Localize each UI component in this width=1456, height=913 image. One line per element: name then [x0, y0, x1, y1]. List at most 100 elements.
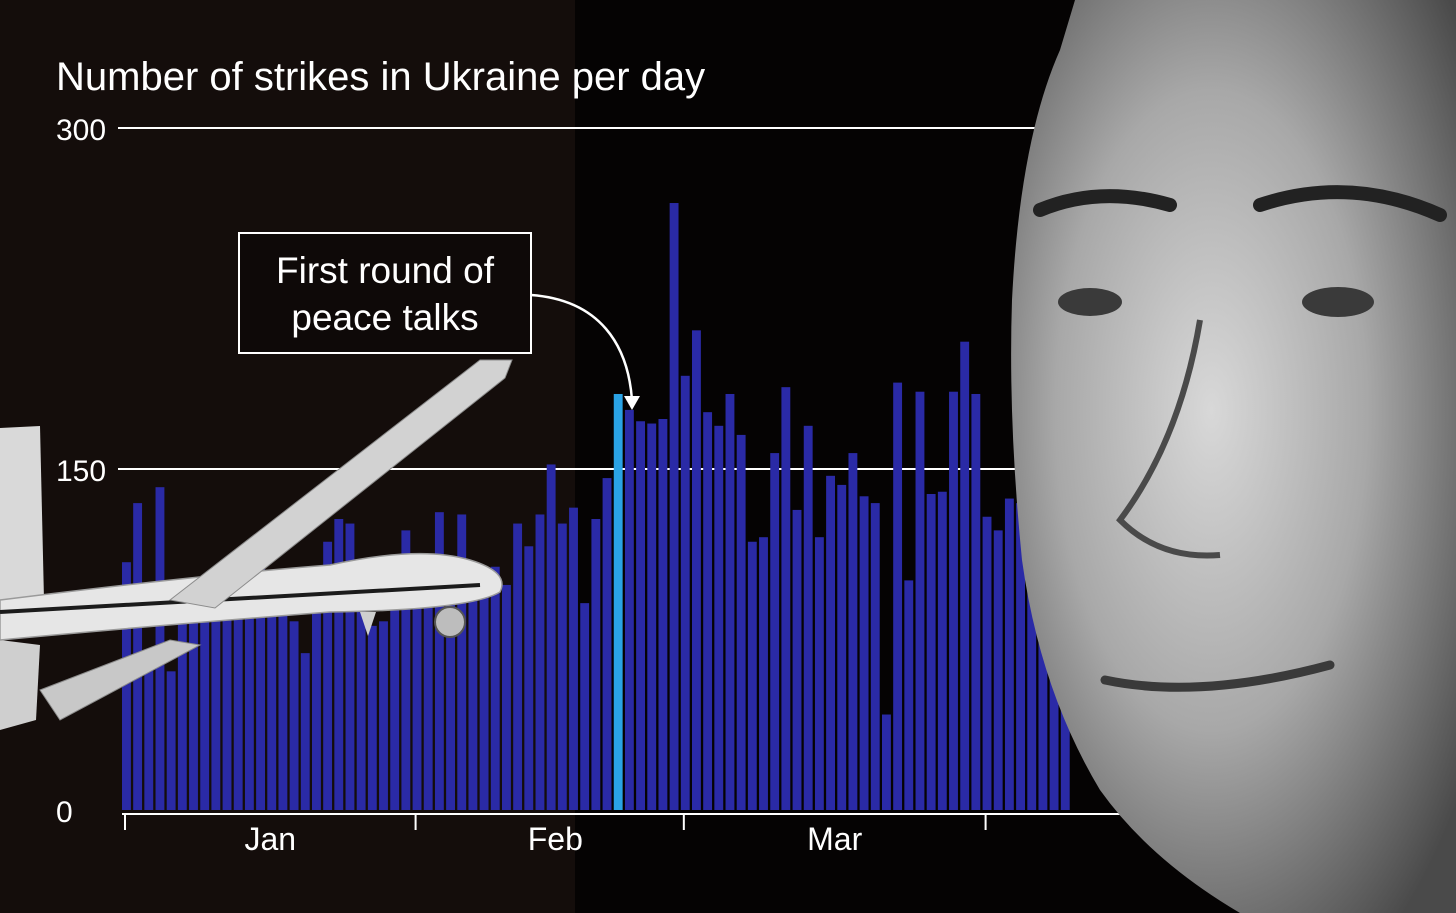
- x-tick-label: Feb: [528, 821, 583, 857]
- bar: [289, 621, 299, 810]
- bar: [770, 453, 780, 810]
- bar: [122, 562, 131, 810]
- drone-wing-lower: [39, 639, 202, 721]
- drone-tail-lower: [0, 640, 40, 730]
- y-tick-label: 300: [56, 114, 106, 147]
- bar: [502, 584, 511, 810]
- bar: [680, 375, 690, 810]
- portrait-brow-left: [1033, 189, 1177, 217]
- bar: [144, 666, 154, 810]
- bar: [725, 393, 735, 810]
- bar: [479, 580, 489, 810]
- bar: [569, 507, 578, 810]
- gridlines: [118, 127, 1040, 470]
- bar: [937, 491, 947, 810]
- bar: [423, 559, 433, 810]
- bar: [244, 557, 254, 810]
- bar: [1027, 562, 1037, 810]
- bar: [513, 523, 523, 810]
- bar: [222, 566, 232, 810]
- bar: [1004, 498, 1014, 810]
- bar: [490, 566, 500, 810]
- drone-stripe: [0, 583, 481, 614]
- bar: [189, 580, 198, 810]
- bar: [714, 425, 724, 810]
- bar: [1016, 503, 1025, 810]
- drone-camera-pod: [434, 606, 466, 638]
- bar: [971, 393, 981, 810]
- bar: [636, 421, 645, 810]
- bar: [826, 475, 835, 810]
- bar: [624, 409, 634, 810]
- bar: [446, 591, 455, 810]
- bar: [356, 564, 366, 810]
- bar: [703, 412, 713, 810]
- bar: [848, 453, 858, 810]
- bar: [904, 580, 914, 810]
- bar: [390, 569, 400, 810]
- portrait-face: [1011, 0, 1456, 913]
- bar: [792, 509, 802, 810]
- bar: [949, 391, 958, 810]
- bar: [434, 512, 444, 810]
- bar: [345, 523, 355, 810]
- bar: [736, 434, 746, 810]
- bar: [658, 418, 668, 810]
- drone-tail-fin: [0, 426, 44, 604]
- drone-photo: [0, 359, 513, 730]
- bars: [122, 203, 1070, 810]
- bar: [692, 330, 701, 810]
- bar: [982, 516, 992, 810]
- annotation-line-2: peace talks: [291, 297, 478, 338]
- bar: [524, 546, 534, 810]
- bar: [669, 203, 679, 810]
- bar: [379, 621, 388, 810]
- bar: [412, 598, 422, 810]
- bar: [591, 519, 601, 810]
- portrait-eye-left: [1058, 288, 1122, 316]
- portrait-eye-right: [1302, 287, 1374, 317]
- bar: [781, 387, 791, 810]
- bar: [557, 523, 567, 810]
- bar: [915, 391, 925, 810]
- bar: [870, 503, 880, 810]
- bar: [759, 537, 768, 810]
- annotation-box: [238, 232, 532, 354]
- portrait-mouth: [1100, 660, 1335, 692]
- bar: [177, 587, 187, 810]
- annotation-line-1: First round of: [276, 250, 495, 291]
- bar: [837, 484, 847, 810]
- bar: [993, 530, 1003, 810]
- bar: [803, 425, 813, 810]
- bar: [300, 653, 310, 810]
- annotation-arrow: [530, 293, 634, 401]
- bar: [278, 603, 288, 810]
- y-axis-ticks: 0 150 300: [56, 114, 106, 829]
- bar: [211, 578, 221, 810]
- bar: [267, 600, 277, 810]
- bar: [960, 341, 970, 810]
- y-tick-label: 0: [56, 796, 73, 829]
- y-tick-label: 150: [56, 455, 106, 488]
- x-tick-label: Mar: [807, 821, 862, 857]
- drone-wing-upper: [168, 359, 513, 609]
- bar: [747, 541, 757, 810]
- bar: [334, 519, 344, 810]
- bar: [926, 494, 936, 810]
- bar: [401, 530, 411, 810]
- x-axis: Jan Feb Mar: [122, 813, 1120, 857]
- bar: [602, 478, 612, 810]
- x-tick-label: Jan: [244, 821, 296, 857]
- portrait-photo: [1011, 0, 1456, 913]
- bar: [468, 571, 478, 810]
- bar: [882, 714, 891, 810]
- bar: [1038, 600, 1048, 810]
- bar: [367, 625, 377, 810]
- annotation: First round of peace talks: [238, 232, 640, 410]
- portrait-brow-right: [1253, 185, 1447, 222]
- bar: [814, 537, 824, 810]
- bar-highlight: [613, 393, 623, 810]
- background-left-panel: [0, 0, 575, 913]
